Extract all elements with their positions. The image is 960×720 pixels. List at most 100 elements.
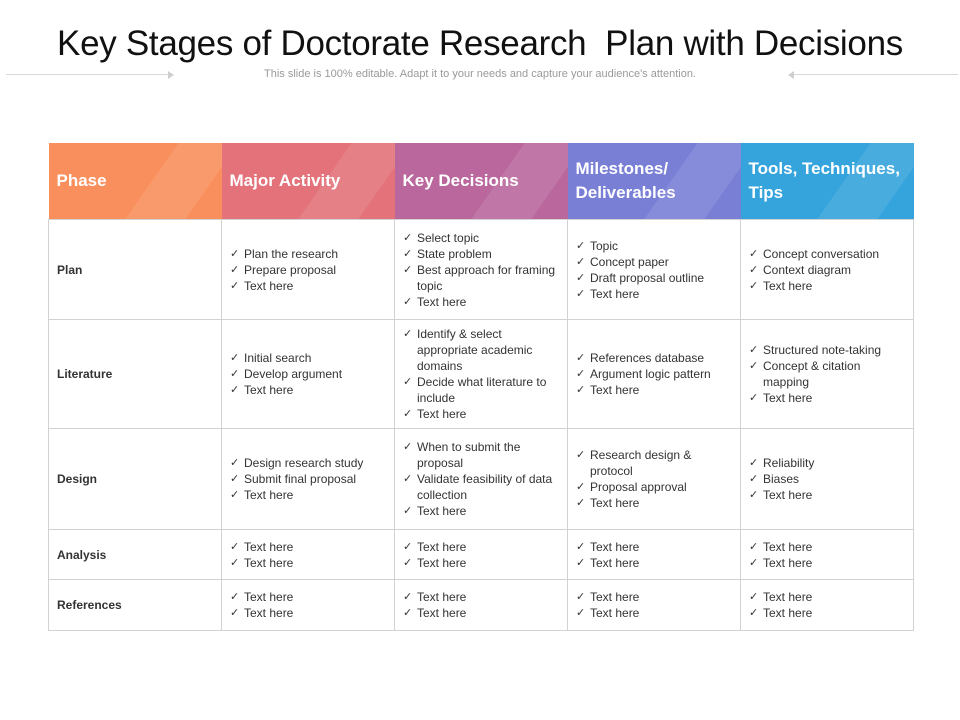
- table-cell: Identify & select appropriate academic d…: [394, 319, 568, 429]
- checklist-item: Text here: [230, 487, 386, 503]
- checklist-item: Text here: [576, 286, 732, 302]
- checklist-item: Text here: [749, 278, 905, 294]
- checklist-item: Text here: [230, 539, 386, 555]
- table-cell: TopicConcept paperDraft proposal outline…: [567, 219, 741, 320]
- header-key-decisions: Key Decisions: [394, 143, 568, 220]
- table-cell: When to submit the proposalValidate feas…: [394, 428, 568, 530]
- checklist-item: Select topic: [403, 230, 559, 246]
- checklist-item: Prepare proposal: [230, 262, 386, 278]
- checklist-item: References database: [576, 350, 732, 366]
- checklist-item: Text here: [749, 589, 905, 605]
- checklist-item: Topic: [576, 238, 732, 254]
- checklist: Text hereText here: [749, 539, 905, 571]
- checklist-item: Text here: [230, 589, 386, 605]
- table-row: LiteratureInitial searchDevelop argument…: [48, 319, 914, 429]
- checklist: ReliabilityBiasesText here: [749, 455, 905, 503]
- header-phase: Phase: [48, 143, 222, 220]
- checklist-item: Submit final proposal: [230, 471, 386, 487]
- checklist-item: Text here: [576, 555, 732, 571]
- header-label: Milestones/ Deliverables: [575, 159, 676, 202]
- checklist-item: Argument logic pattern: [576, 366, 732, 382]
- checklist-item: Text here: [576, 539, 732, 555]
- table-cell: Design research studySubmit final propos…: [221, 428, 395, 530]
- checklist-item: Text here: [230, 278, 386, 294]
- phase-label: Plan: [48, 219, 222, 320]
- header-tools: Tools, Techniques, Tips: [740, 143, 914, 220]
- checklist-item: Text here: [403, 589, 559, 605]
- table-row: DesignDesign research studySubmit final …: [48, 428, 914, 530]
- table-row: PlanPlan the researchPrepare proposalTex…: [48, 219, 914, 320]
- table-cell: Text hereText here: [221, 529, 395, 580]
- table-cell: References databaseArgument logic patter…: [567, 319, 741, 429]
- right-divider-line: [794, 74, 958, 75]
- checklist-item: Text here: [576, 495, 732, 511]
- checklist: Plan the researchPrepare proposalText he…: [230, 246, 386, 294]
- checklist-item: Decide what literature to include: [403, 374, 559, 406]
- table-cell: Plan the researchPrepare proposalText he…: [221, 219, 395, 320]
- right-arrow-icon: [788, 71, 794, 79]
- checklist-item: Text here: [576, 382, 732, 398]
- checklist-item: Text here: [230, 605, 386, 621]
- left-arrow-icon: [168, 71, 174, 79]
- checklist-item: Proposal approval: [576, 479, 732, 495]
- checklist: References databaseArgument logic patter…: [576, 350, 732, 398]
- table-cell: Text hereText here: [567, 529, 741, 580]
- checklist-item: Biases: [749, 471, 905, 487]
- phase-label: References: [48, 579, 222, 631]
- header-major-activity: Major Activity: [221, 143, 395, 220]
- table-cell: Text hereText here: [221, 579, 395, 631]
- checklist: Text hereText here: [576, 539, 732, 571]
- checklist: TopicConcept paperDraft proposal outline…: [576, 238, 732, 302]
- checklist-item: Plan the research: [230, 246, 386, 262]
- checklist-item: Initial search: [230, 350, 386, 366]
- checklist-item: Validate feasibility of data collection: [403, 471, 559, 503]
- header-label: Major Activity: [229, 171, 341, 190]
- left-divider-line: [6, 74, 172, 75]
- checklist-item: Research design & protocol: [576, 447, 732, 479]
- checklist-item: Design research study: [230, 455, 386, 471]
- checklist-item: Text here: [403, 294, 559, 310]
- checklist-item: Text here: [749, 555, 905, 571]
- checklist: Text hereText here: [230, 589, 386, 621]
- checklist: When to submit the proposalValidate feas…: [403, 439, 559, 519]
- checklist: Identify & select appropriate academic d…: [403, 326, 559, 422]
- checklist-item: Concept paper: [576, 254, 732, 270]
- table-cell: Text hereText here: [567, 579, 741, 631]
- checklist-item: Context diagram: [749, 262, 905, 278]
- checklist-item: Text here: [230, 555, 386, 571]
- checklist-item: Text here: [749, 539, 905, 555]
- table-cell: Text hereText here: [394, 529, 568, 580]
- phase-label: Analysis: [48, 529, 222, 580]
- slide-subtitle: This slide is 100% editable. Adapt it to…: [264, 68, 696, 80]
- header-label: Tools, Techniques, Tips: [748, 159, 900, 202]
- checklist: Select topicState problemBest approach f…: [403, 230, 559, 310]
- phase-label: Literature: [48, 319, 222, 429]
- checklist-item: Text here: [403, 503, 559, 519]
- header-milestones: Milestones/ Deliverables: [567, 143, 741, 220]
- checklist: Structured note-takingConcept & citation…: [749, 342, 905, 406]
- checklist-item: Text here: [749, 605, 905, 621]
- checklist: Text hereText here: [403, 589, 559, 621]
- checklist: Text hereText here: [403, 539, 559, 571]
- checklist-item: Identify & select appropriate academic d…: [403, 326, 559, 374]
- checklist: Text hereText here: [576, 589, 732, 621]
- checklist: Design research studySubmit final propos…: [230, 455, 386, 503]
- checklist-item: Text here: [749, 487, 905, 503]
- checklist-item: Text here: [403, 605, 559, 621]
- checklist-item: Structured note-taking: [749, 342, 905, 358]
- table-header-row: Phase Major Activity Key Decisions Mileston…: [48, 143, 914, 220]
- table-cell: ReliabilityBiasesText here: [740, 428, 914, 530]
- checklist-item: Text here: [403, 406, 559, 422]
- table-row: AnalysisText hereText hereText hereText …: [48, 529, 914, 580]
- checklist: Concept conversationContext diagramText …: [749, 246, 905, 294]
- checklist-item: Best approach for framing topic: [403, 262, 559, 294]
- table-cell: Select topicState problemBest approach f…: [394, 219, 568, 320]
- table-cell: Concept conversationContext diagramText …: [740, 219, 914, 320]
- table-cell: Research design & protocolProposal appro…: [567, 428, 741, 530]
- table-cell: Text hereText here: [394, 579, 568, 631]
- checklist-item: Text here: [403, 539, 559, 555]
- checklist-item: Text here: [403, 555, 559, 571]
- table-row: ReferencesText hereText hereText hereTex…: [48, 579, 914, 631]
- checklist-item: Text here: [749, 390, 905, 406]
- header-label: Phase: [56, 171, 107, 190]
